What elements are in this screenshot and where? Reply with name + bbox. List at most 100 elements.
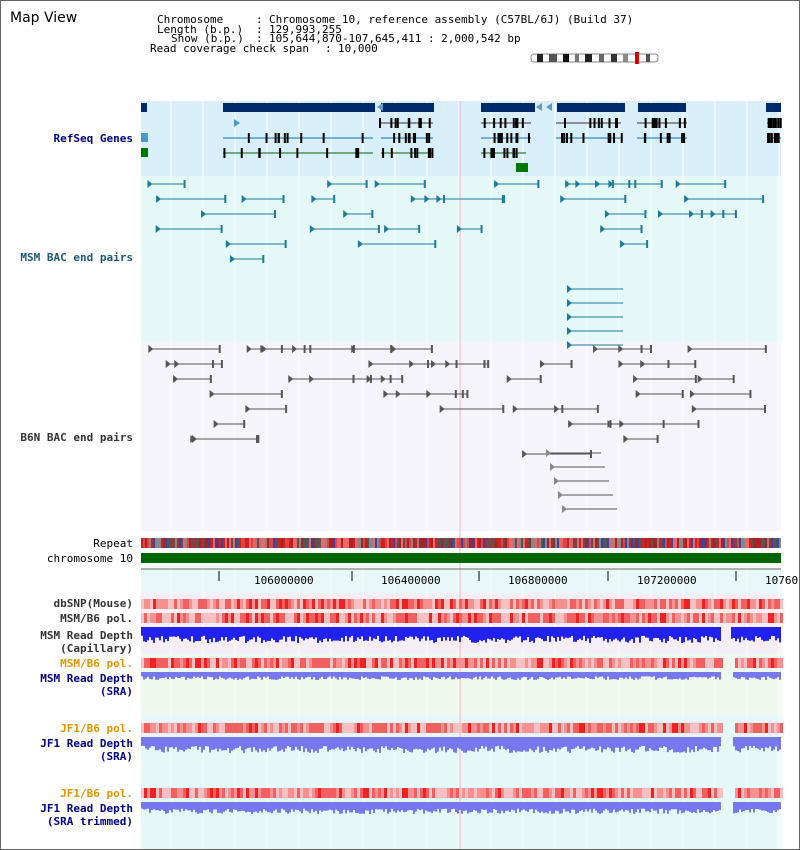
read-depth-bar: [759, 672, 761, 680]
polymorphism-cell: [633, 723, 636, 733]
read-depth-bar: [205, 802, 207, 811]
polymorphism-cell: [501, 613, 504, 623]
gene-exon: [428, 148, 431, 158]
track-label-jf1-depth-sra[interactable]: JF1 Read Depth: [40, 737, 133, 750]
polymorphism-cell: [237, 723, 240, 733]
polymorphism-cell: [282, 788, 285, 798]
polymorphism-cell: [294, 788, 297, 798]
read-depth-bar: [511, 802, 513, 810]
track-label-msm-b6-pol[interactable]: MSM/B6 pol.: [60, 612, 133, 625]
polymorphism-cell: [171, 613, 174, 623]
polymorphism-cell: [309, 613, 312, 623]
gene-exon: [503, 148, 506, 158]
gene-exon: [279, 148, 282, 158]
read-depth-bar: [589, 627, 591, 643]
repeat-mark: [473, 538, 475, 548]
read-depth-bar: [775, 672, 777, 679]
polymorphism-cell: [513, 599, 516, 609]
track-label-msm-depth-sra[interactable]: MSM Read Depth: [40, 672, 133, 685]
read-depth-bar: [311, 627, 313, 638]
read-depth-bar: [555, 737, 557, 752]
repeat-mark: [225, 538, 227, 548]
polymorphism-cell: [219, 599, 222, 609]
polymorphism-cell: [333, 658, 336, 668]
track-label-b6n-bac[interactable]: B6N BAC end pairs: [20, 431, 133, 444]
read-depth-bar: [699, 672, 701, 678]
polymorphism-cell: [621, 613, 624, 623]
track-label-jf1-pol[interactable]: JF1/B6 pol.: [60, 722, 133, 735]
read-depth-bar: [455, 802, 457, 813]
read-depth-bar: [679, 672, 681, 679]
track-label-repeat[interactable]: Repeat: [93, 537, 133, 550]
track-label-dbsnp[interactable]: dbSNP(Mouse): [53, 597, 133, 610]
gene-exon: [419, 118, 422, 128]
read-depth-bar: [293, 802, 295, 812]
repeat-mark: [259, 538, 261, 548]
read-depth-bar: [151, 627, 153, 641]
polymorphism-cell: [612, 788, 615, 798]
polymorphism-cell: [159, 788, 162, 798]
read-depth-bar: [423, 737, 425, 753]
track-label-chromosome[interactable]: chromosome 10: [46, 552, 133, 565]
repeat-mark: [183, 538, 185, 548]
repeat-mark: [267, 538, 269, 548]
polymorphism-cell: [696, 658, 699, 668]
polymorphism-cell: [360, 788, 363, 798]
polymorphism-cell: [354, 599, 357, 609]
read-depth-bar: [697, 672, 699, 678]
polymorphism-cell: [441, 613, 444, 623]
track-label-msm-b6-pol-sra[interactable]: MSM/B6 pol.: [60, 657, 133, 670]
read-depth-bar: [595, 737, 597, 751]
read-depth-bar: [779, 802, 781, 810]
repeat-mark: [623, 538, 625, 548]
polymorphism-cell: [438, 788, 441, 798]
read-depth-bar: [601, 737, 603, 753]
polymorphism-cell: [588, 599, 591, 609]
read-depth-bar: [703, 627, 705, 638]
polymorphism-cell: [417, 599, 420, 609]
polymorphism-cell: [597, 599, 600, 609]
polymorphism-cell: [213, 723, 216, 733]
track-label-refseq-genes[interactable]: RefSeq Genes: [53, 132, 133, 145]
polymorphism-cell: [381, 788, 384, 798]
polymorphism-cell: [264, 723, 267, 733]
track-label-jf1-depth-trimmed[interactable]: JF1 Read Depth: [40, 802, 133, 815]
polymorphism-cell: [210, 788, 213, 798]
read-depth-bar: [613, 737, 615, 753]
read-depth-bar: [243, 737, 245, 753]
read-depth-bar: [255, 802, 257, 812]
polymorphism-cell: [195, 658, 198, 668]
polymorphism-cell: [405, 599, 408, 609]
read-depth-bar: [275, 737, 277, 747]
bac-end: [644, 210, 647, 218]
polymorphism-cell: [510, 788, 513, 798]
read-depth-bar: [181, 737, 183, 751]
track-label-jf1-depth-trimmed-sub: (SRA trimmed): [46, 815, 133, 828]
polymorphism-cell: [165, 658, 168, 668]
read-depth-bar: [779, 672, 781, 680]
bac-end: [596, 405, 599, 413]
track-label-msm-depth-capillary[interactable]: MSM Read Depth: [40, 629, 133, 642]
read-depth-bar: [219, 802, 221, 813]
read-depth-bar: [261, 737, 263, 752]
polymorphism-cell: [444, 613, 447, 623]
polymorphism-cell: [291, 723, 294, 733]
polymorphism-cell: [771, 658, 774, 668]
polymorphism-cell: [660, 599, 663, 609]
track-label-jf1-pol-trimmed[interactable]: JF1/B6 pol.: [60, 787, 133, 800]
read-depth-bar: [255, 672, 257, 680]
repeat-mark: [671, 538, 673, 548]
bac-end: [384, 225, 390, 233]
gene-exon: [506, 148, 509, 158]
read-depth-bar: [363, 802, 365, 814]
read-depth-bar: [345, 627, 347, 637]
polymorphism-cell: [450, 599, 453, 609]
read-depth-bar: [589, 737, 591, 749]
track-label-msm-bac[interactable]: MSM BAC end pairs: [20, 251, 133, 264]
repeat-mark: [299, 538, 301, 548]
polymorphism-cell: [579, 658, 582, 668]
read-depth-bar: [663, 737, 665, 747]
repeat-mark: [441, 538, 443, 548]
polymorphism-cell: [327, 723, 330, 733]
